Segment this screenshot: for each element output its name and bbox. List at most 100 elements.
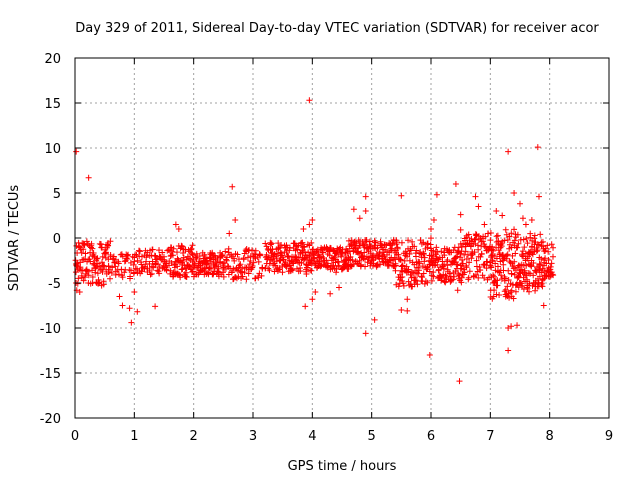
data-point (524, 240, 531, 247)
data-point (345, 237, 352, 244)
data-point (353, 240, 360, 247)
data-point (88, 240, 95, 247)
data-point (179, 243, 186, 250)
data-point (520, 236, 527, 243)
data-point (511, 258, 518, 265)
data-point (89, 245, 96, 252)
data-point (255, 258, 262, 265)
data-point (277, 257, 284, 264)
data-point (493, 208, 500, 214)
data-point (189, 242, 196, 249)
data-point (483, 265, 490, 272)
data-point (398, 192, 405, 199)
data-point (366, 238, 373, 245)
data-point (545, 248, 552, 255)
data-point (222, 248, 229, 255)
data-point (395, 283, 402, 290)
data-point (136, 248, 143, 255)
data-point (75, 275, 82, 282)
data-point (394, 244, 401, 251)
data-point (487, 237, 494, 244)
y-tick-label: -20 (40, 412, 61, 427)
data-point (531, 235, 538, 242)
data-point (149, 246, 156, 253)
data-point (288, 266, 295, 273)
data-point (455, 271, 462, 278)
data-point (548, 241, 555, 248)
data-point (124, 256, 131, 263)
data-point (306, 221, 313, 228)
data-point (406, 251, 413, 258)
data-point (99, 259, 106, 266)
data-point (327, 290, 334, 297)
data-point (540, 302, 547, 309)
data-point (413, 247, 420, 254)
data-point (92, 265, 99, 272)
data-point (119, 253, 126, 260)
x-tick-label: 7 (486, 429, 494, 444)
data-point (214, 268, 221, 275)
data-point (481, 221, 488, 228)
data-point (471, 249, 478, 256)
data-point (115, 260, 122, 267)
data-point (244, 254, 251, 261)
data-point (132, 265, 139, 272)
data-point (490, 247, 497, 254)
data-point (444, 266, 451, 273)
data-point (148, 263, 155, 270)
data-point (258, 272, 265, 279)
data-point (172, 221, 179, 228)
data-point (335, 262, 342, 269)
data-point (365, 255, 372, 262)
data-point (298, 259, 305, 266)
data-point (505, 267, 512, 274)
data-point (99, 262, 106, 269)
y-tick-label: 20 (44, 52, 61, 67)
data-point (507, 289, 514, 296)
data-point (76, 289, 83, 295)
data-point (156, 264, 163, 271)
data-point (522, 221, 529, 228)
data-point (169, 252, 176, 259)
y-tick-label: -10 (40, 322, 61, 337)
data-point (243, 264, 250, 271)
x-tick-label: 4 (308, 429, 316, 444)
data-point (178, 266, 185, 273)
data-point (148, 270, 155, 277)
y-tick-label: 5 (53, 187, 61, 202)
data-point (351, 238, 358, 245)
data-point (226, 230, 233, 237)
data-point (303, 271, 310, 277)
data-point (514, 322, 521, 329)
data-point (482, 243, 489, 250)
data-point (489, 257, 496, 264)
data-point (488, 264, 495, 271)
data-point (421, 258, 428, 265)
data-point (549, 271, 556, 278)
data-point (398, 307, 405, 313)
data-point (548, 260, 555, 267)
x-tick-label: 9 (605, 429, 613, 444)
data-point (104, 243, 111, 250)
data-point (457, 226, 464, 233)
data-point (463, 255, 470, 262)
data-point (180, 258, 187, 265)
data-point (86, 256, 93, 263)
data-point (534, 247, 541, 254)
data-point (505, 277, 512, 284)
y-tick-label: 15 (44, 97, 61, 112)
y-tick-label: 0 (53, 232, 61, 247)
data-point (273, 258, 280, 265)
data-point (493, 291, 500, 298)
data-point (94, 270, 101, 277)
data-point (466, 259, 473, 266)
data-point (89, 274, 96, 281)
data-point (466, 268, 473, 275)
data-point (511, 190, 518, 196)
data-point (530, 259, 537, 266)
data-point (234, 251, 241, 258)
data-point (236, 262, 243, 269)
data-point (446, 270, 453, 277)
data-point (550, 244, 557, 251)
data-point (495, 237, 502, 244)
